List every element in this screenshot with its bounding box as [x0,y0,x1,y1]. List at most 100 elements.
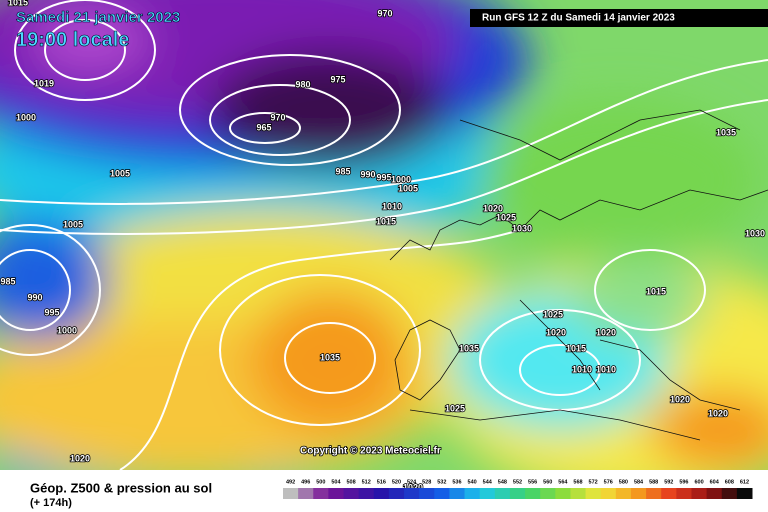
isobar-label: 995 [376,172,391,182]
isobar-label: 965 [256,122,271,132]
colorbar-label: 504 [331,479,341,485]
copyright: Copyright © 2023 Meteociel.fr [300,446,441,457]
colorbar-swatch [373,488,390,499]
isobar-label: 985 [335,166,350,176]
run-label: Run GFS 12 Z du Samedi 14 janvier 2023 [482,13,675,24]
isobar-label: 1015 [566,343,586,353]
field [0,0,768,470]
isobar-label: 1025 [543,309,563,319]
colorbar-swatch [404,488,420,499]
isobar-lines [0,0,768,470]
isobar-label: 1020 [546,327,566,337]
isobar-label: 1000 [391,174,411,184]
isobar-label: 985 [0,276,15,286]
isobar-label: 990 [27,292,42,302]
colorbar-swatch [419,488,435,499]
footer-title: Géop. Z500 & pression au sol [30,480,212,495]
date-label: Samedi 21 janvier 2023 [16,9,180,26]
isobar-label: 1025 [496,212,516,222]
colorbar-swatch [328,488,345,499]
isobar-label: 1035 [320,352,340,362]
colorbar-label: 604 [710,479,720,485]
isobar-label: 1020 [596,327,616,337]
isobar-label: 1035 [716,127,736,137]
colorbar-swatch [540,488,556,499]
isobar-label: 1035 [459,343,479,353]
colorbar-label: 568 [573,479,582,485]
isobar-label: 995 [44,307,59,317]
isobar-label: 1015 [646,286,666,296]
colorbar-label: 612 [740,479,749,485]
colorbar-label: 536 [452,479,461,485]
isobar-label: 1019 [34,78,54,88]
isobar-label: 980 [295,79,310,89]
isobar-label: 1010 [382,201,402,211]
colorbar-label: 560 [543,479,552,485]
isobar-label: 975 [330,74,345,84]
isobar-label: 1020 [403,482,423,492]
colorbar-swatch [661,488,677,499]
colorbar-label: 528 [422,479,431,485]
colorbar-swatch [525,488,541,499]
isobar-label: 1020 [708,408,728,418]
colorbar-swatch [721,488,738,499]
colorbar-swatch [449,488,466,499]
isobar-label: 970 [270,112,285,122]
colorbar-swatch [343,488,360,499]
colorbar-swatch [555,488,571,499]
colorbar-swatch [706,488,723,499]
colorbar-swatch [283,488,299,499]
isobar-label: 1020 [670,394,690,404]
isobar-label: 1020 [483,203,503,213]
colorbar-label: 580 [619,479,628,485]
colorbar-label: 512 [362,479,371,485]
isobar-label: 970 [377,8,392,18]
isobar-label: 1015 [8,0,28,7]
colorbar-swatch [570,488,587,499]
isobar-label: 1030 [745,228,765,238]
colorbar-label: 496 [301,479,310,485]
isobar-label: 990 [360,169,375,179]
colorbar-label: 544 [483,479,493,485]
coastlines [389,109,768,441]
isobar-label: 1020 [70,453,90,463]
colorbar-swatch [600,488,617,499]
colorbar-swatch [509,488,526,499]
colorbar-label: 608 [725,479,734,485]
colorbar: 492 496 500 504 508 512 516 520 524 528 532 536 540 5… [283,479,753,499]
colorbar-swatch [464,488,481,499]
colorbar-swatch [434,488,450,499]
colorbar-label: 492 [286,479,295,485]
colorbar-label: 600 [694,479,703,485]
colorbar-swatch [630,488,647,499]
colorbar-swatch [615,488,632,499]
isobar-label: 1000 [57,325,77,335]
colorbar-label: 576 [604,479,613,485]
colorbar-swatch [646,488,662,499]
colorbar-label: 524 [407,479,417,485]
colorbar-label: 516 [377,479,386,485]
colorbar-label: 520 [392,479,401,485]
colorbar-label: 552 [513,479,522,485]
colorbar-swatch [585,488,602,499]
colorbar-swatch [479,488,496,499]
isobar-label: 1005 [110,168,130,178]
isobar-label: 1030 [512,223,532,233]
colorbar-label: 584 [634,479,644,485]
colorbar-label: 540 [468,479,477,485]
colorbar-label: 548 [498,479,507,485]
isobar-label: 1015 [376,216,396,226]
colorbar-swatch [736,488,753,499]
colorbar-swatch [494,488,511,499]
colorbar-label: 500 [316,479,325,485]
colorbar-label: 508 [346,479,355,485]
colorbar-label: 592 [664,479,673,485]
colorbar-label: 588 [649,479,658,485]
colorbar-label: 532 [437,479,446,485]
isobar-label: 1010 [572,364,592,374]
isobar-label: 1005 [63,219,83,229]
colorbar-swatch [691,488,708,499]
colorbar-swatch [676,488,692,499]
